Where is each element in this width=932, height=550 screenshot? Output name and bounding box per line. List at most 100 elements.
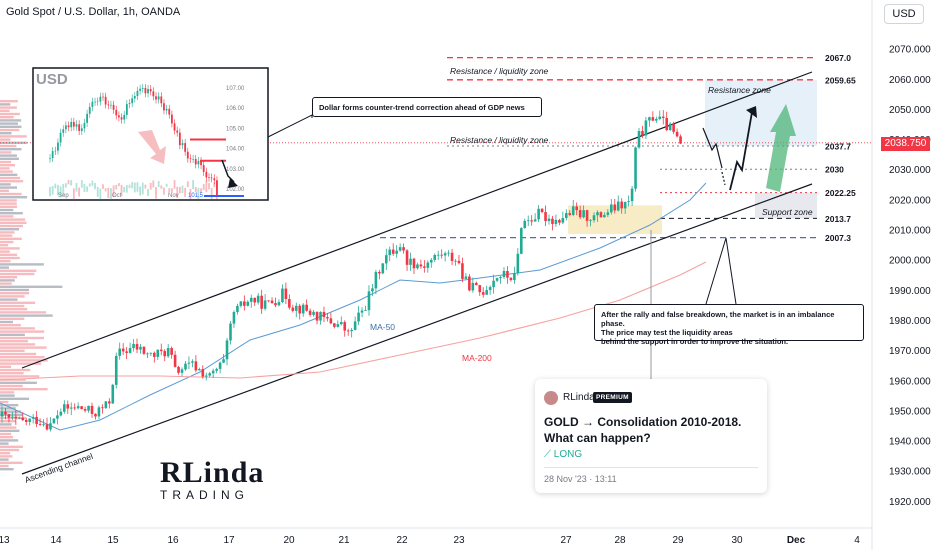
candle-body [592, 215, 596, 221]
volume-profile-bar [0, 279, 15, 282]
candle-body [274, 303, 277, 306]
inset-volume-bar [171, 188, 173, 193]
inset-candle-body [102, 96, 104, 98]
volume-profile-bar [0, 372, 24, 375]
volume-profile-bar [0, 436, 14, 439]
ma50-label: MA-50 [370, 322, 395, 332]
candle-body [326, 317, 329, 319]
volume-profile-bar [0, 388, 48, 391]
volume-profile-bar [0, 148, 22, 151]
inset-candle-body [96, 101, 99, 103]
inset-candle-body [80, 128, 83, 131]
price-axis[interactable]: 2070.0002060.0002050.0002040.0002030.000… [889, 45, 931, 508]
volume-profile-bar [0, 333, 25, 336]
inset-volume-bar [147, 188, 149, 196]
inset-candle-body [78, 124, 81, 131]
inset-volume-bar [136, 182, 139, 192]
candle-body [526, 220, 530, 222]
inset-volume-bar [62, 183, 65, 195]
candle-body [211, 370, 215, 374]
candle-body [450, 252, 454, 261]
inset-candle-body [57, 142, 59, 151]
volume-profile-bar [0, 240, 14, 244]
volume-profile-bar [0, 215, 14, 218]
y-tick-label: 1970.000 [889, 346, 931, 357]
candle-body [45, 424, 49, 430]
candle-body [395, 250, 398, 254]
candle-body [7, 414, 11, 418]
horizontal-levels: 2067.0 2059.65 2037.7 2030 2022.25 2013.7 2007… [0, 53, 872, 243]
inset-volume-bar [189, 188, 192, 200]
volume-profile-bar [0, 276, 18, 279]
candle-body [457, 260, 461, 264]
channel-lower-line [21, 183, 813, 475]
inset-volume-bar [80, 180, 83, 188]
candle-body [59, 411, 63, 416]
candle-body [565, 213, 568, 219]
candle-body [249, 297, 253, 302]
inset-candle-body [131, 98, 134, 104]
inset-candle-body [205, 171, 208, 178]
volume-profile-bar [0, 138, 11, 141]
volume-profile-bar [0, 448, 20, 452]
candle-body [132, 343, 135, 349]
volume-profile-bar [0, 173, 18, 176]
inset-volume-bar [173, 180, 176, 189]
candle-body [409, 258, 412, 265]
volume-profile-bar [0, 103, 11, 106]
long-arrow-icon: ⟋ [544, 449, 554, 460]
inset-candle-body [139, 88, 141, 91]
volume-profile-bar [0, 141, 28, 144]
inset-candle-body [189, 158, 192, 160]
inset-volume-bar [57, 184, 59, 196]
volume-profile-bar [0, 317, 25, 320]
volume-profile-bar [0, 423, 12, 426]
candle-body [108, 401, 111, 404]
inset-candle-body [86, 113, 88, 123]
candle-body [194, 361, 198, 371]
inset-volume-bar [123, 186, 126, 193]
candle-body [208, 373, 212, 376]
inset-candle-body [59, 132, 62, 143]
inset-candle-body [125, 104, 128, 115]
x-tick-label: 4 [854, 535, 860, 546]
candle-body [35, 416, 38, 425]
volume-profile-bar [0, 295, 25, 298]
inset-candle-body [155, 96, 157, 100]
author-name[interactable]: RLinda [563, 392, 595, 403]
inset-volume-bar [181, 185, 184, 194]
volume-profile-bar [0, 282, 12, 285]
volume-profile-bar [0, 391, 15, 394]
y-tick-label: 2060.000 [889, 75, 931, 86]
candle-body [163, 351, 167, 357]
inset-volume-bar [168, 188, 171, 193]
volume-profile-bar [0, 327, 36, 330]
candle-body [18, 417, 21, 419]
imbalance-note: After the rally and false breakdown, the… [594, 304, 864, 346]
inset-forecast-arrowhead [228, 178, 238, 188]
inset-volume-bar [120, 184, 123, 197]
price-level-label: 2067.0 [825, 53, 851, 63]
candle-body [419, 264, 423, 267]
candle-body [402, 247, 405, 251]
inset-candle-body [178, 132, 181, 146]
currency-button[interactable]: USD [884, 4, 924, 24]
candle-body [156, 349, 160, 357]
inset-candle-body [75, 124, 78, 127]
volume-profile-bar [0, 116, 14, 119]
candle-body [146, 353, 149, 355]
inset-volume-bar [157, 180, 160, 188]
inset-candle-body [54, 150, 57, 152]
x-tick-label: 13 [0, 535, 10, 546]
idea-title[interactable]: GOLD → Consolidation 2010-2018. What can… [544, 415, 742, 445]
inset-volume-bar [192, 180, 194, 190]
idea-card[interactable]: RLinda PREMIUM GOLD → Consolidation 2010… [535, 379, 767, 493]
candle-body [101, 407, 104, 409]
volume-profile-bar [0, 234, 13, 237]
candle-body [184, 363, 187, 370]
time-axis[interactable]: 13 14 15 16 17 20 21 22 23 27 28 29 30 Dec 4 [0, 535, 860, 546]
bullish-big-arrow [766, 104, 796, 192]
candle-body [616, 201, 620, 211]
inset-candle-body [173, 123, 176, 131]
